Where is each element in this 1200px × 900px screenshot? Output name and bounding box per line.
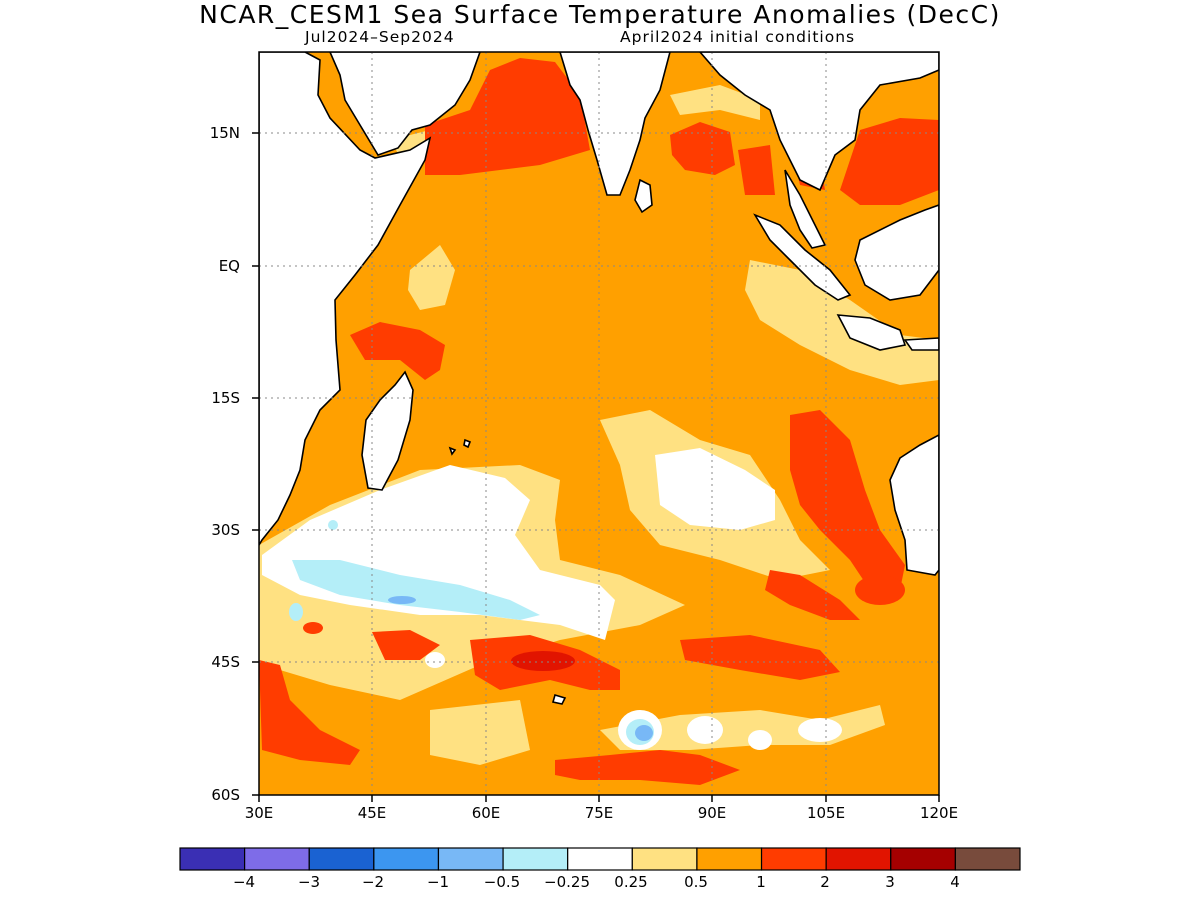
colorbar-swatch <box>890 847 956 871</box>
colorbar-swatch <box>696 847 763 871</box>
gridlines <box>259 52 939 795</box>
colorbar-swatch <box>954 847 1021 871</box>
field-1-2 <box>259 58 939 785</box>
colorbar-swatch <box>502 847 569 871</box>
lat-label-15s: 15S <box>211 389 240 407</box>
lat-label-45s: 45S <box>211 653 240 671</box>
colorbar-label: 1 <box>756 873 766 891</box>
lat-label-eq: EQ <box>218 257 240 275</box>
colorbar-label: −1 <box>426 873 450 891</box>
forecast-period: Jul2024–Sep2024 <box>305 28 455 46</box>
lat-label-60s: 60S <box>211 786 240 804</box>
colorbar-swatch <box>631 847 698 871</box>
colorbar-swatch <box>308 847 375 871</box>
lon-label-45e: 45E <box>357 804 387 822</box>
map-title: NCAR_CESM1 Sea Surface Temperature Anoma… <box>199 0 1001 29</box>
colorbar-swatch <box>179 847 246 871</box>
axis-ticks <box>252 132 940 802</box>
colorbar-label: 3 <box>885 873 895 891</box>
colorbar-swatch <box>437 847 504 871</box>
lon-label-120e: 120E <box>919 804 959 822</box>
colorbar-label: 0.5 <box>684 873 708 891</box>
field-2-3 <box>511 651 575 671</box>
colorbar-label: −3 <box>297 873 321 891</box>
colorbar-label: 0.25 <box>614 873 648 891</box>
colorbar-swatch <box>373 847 440 871</box>
lon-label-60e: 60E <box>471 804 501 822</box>
colorbar-label: −2 <box>361 873 385 891</box>
land-masses <box>259 52 939 705</box>
initial-conditions: April2024 initial conditions <box>620 28 856 46</box>
colorbar-swatch <box>244 847 310 871</box>
colorbar-label: 4 <box>950 873 960 891</box>
lat-label-15n: 15N <box>209 124 240 142</box>
lon-label-75e: 75E <box>584 804 614 822</box>
colorbar-label: −0.5 <box>483 873 521 891</box>
lon-label-90e: 90E <box>697 804 727 822</box>
lat-label-30s: 30S <box>211 521 240 539</box>
colorbar-swatch <box>825 847 892 871</box>
colorbar <box>179 847 1021 871</box>
colorbar-label: −4 <box>232 873 256 891</box>
colorbar-swatch <box>760 847 827 871</box>
map-fields <box>259 52 939 795</box>
field-neg-0.5 <box>388 596 653 741</box>
colorbar-label: −0.25 <box>544 873 590 891</box>
lon-label-30e: 30E <box>244 804 274 822</box>
colorbar-swatch <box>567 847 633 871</box>
lon-label-105e: 105E <box>806 804 846 822</box>
colorbar-label: 2 <box>820 873 830 891</box>
